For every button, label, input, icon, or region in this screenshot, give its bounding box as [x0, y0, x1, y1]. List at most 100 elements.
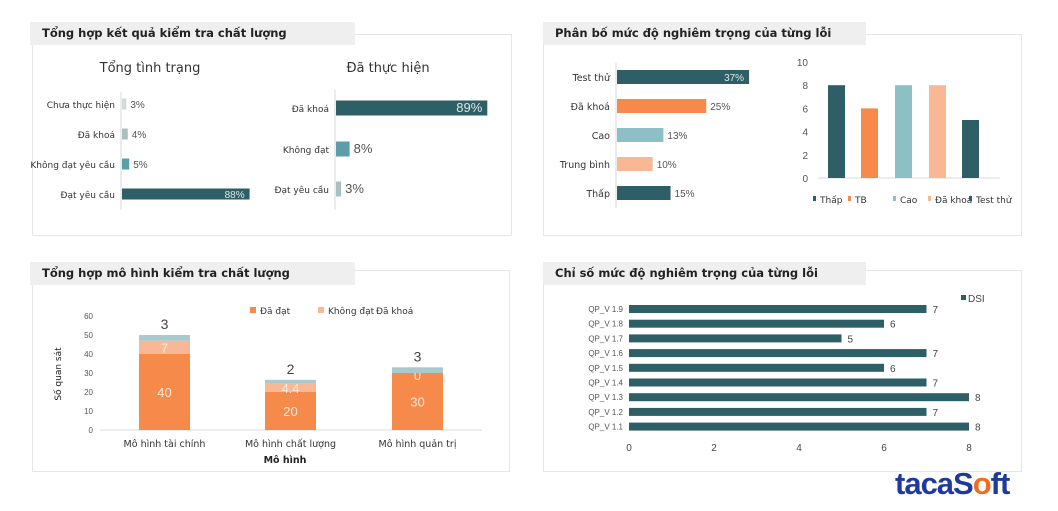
bar	[122, 98, 127, 110]
category-label: QP_V 1.6	[588, 349, 623, 358]
bar	[629, 334, 842, 343]
category-label: Không đạt	[283, 145, 330, 156]
legend-swatch	[928, 196, 931, 201]
y-tick-label: 20	[84, 388, 93, 397]
bar	[336, 141, 350, 157]
segment-label: 4.4	[281, 381, 299, 396]
bar	[617, 157, 653, 171]
category-label: QP_V 1.2	[588, 408, 623, 417]
category-label: Mô hình tài chính	[124, 439, 206, 450]
stacked-bar-segment	[265, 383, 316, 392]
data-label: 5%	[133, 160, 148, 171]
chart-title: Tổng tình trạng	[99, 61, 201, 76]
x-tick-label: 0	[626, 443, 632, 454]
legend-label: Thấp	[819, 195, 843, 206]
total-label: 2	[287, 361, 295, 377]
category-label: Mô hình quản trị	[379, 439, 457, 450]
panel-quality-results	[32, 34, 512, 236]
data-label: 3%	[130, 100, 145, 111]
legend-label: Không đạt	[328, 306, 375, 317]
y-tick-label: 40	[84, 350, 93, 359]
y-tick-label: 8	[802, 81, 808, 92]
bar	[122, 128, 128, 140]
stacked-bar-segment	[265, 392, 316, 430]
category-label: Đã khoá	[571, 102, 610, 113]
data-label: 7	[933, 379, 939, 390]
legend-swatch	[813, 196, 816, 201]
legend-label: TB	[854, 196, 867, 206]
category-label: Trung bình	[559, 160, 610, 171]
category-label: Chưa thực hiện	[47, 100, 115, 111]
total-label: 3	[161, 316, 169, 332]
tacasoft-logo: tacaSoft	[895, 466, 1010, 501]
stacked-bar-segment	[139, 354, 190, 430]
column-bar	[962, 120, 979, 178]
bar	[336, 100, 488, 116]
x-tick-label: 8	[966, 443, 972, 454]
y-axis-title: Số quan sát	[53, 347, 64, 401]
panel-title: Chỉ số mức độ nghiêm trọng của từng lỗi	[543, 262, 866, 285]
bar	[629, 349, 927, 358]
panel-title: Tổng hợp kết quả kiểm tra chất lượng	[30, 22, 355, 45]
bar	[617, 99, 707, 113]
legend-swatch	[969, 196, 972, 201]
data-label: 10%	[657, 160, 677, 171]
data-label: 15%	[675, 189, 695, 200]
panel-title: Phân bố mức độ nghiêm trọng của từng lỗi	[543, 22, 866, 45]
y-tick-label: 30	[84, 369, 93, 378]
data-label: 3%	[345, 181, 364, 196]
y-tick-label: 0	[89, 426, 94, 435]
category-label: Test thử	[572, 73, 611, 84]
stacked-bar-segment	[392, 373, 443, 430]
category-label: QP_V 1.7	[588, 334, 623, 343]
legend-swatch	[961, 295, 966, 300]
bar	[629, 363, 884, 372]
legend-swatch	[250, 307, 256, 313]
column-bar	[861, 108, 878, 178]
y-tick-label: 4	[802, 128, 808, 139]
data-label: 13%	[667, 131, 687, 142]
category-label: Đã khoá	[78, 131, 115, 141]
data-label: 7	[933, 305, 939, 316]
column-bar	[895, 85, 912, 178]
legend-swatch	[893, 196, 896, 201]
stacked-bar-segment	[139, 340, 190, 354]
category-label: Đã khoá	[292, 105, 329, 115]
legend-label: DSI	[968, 294, 985, 305]
stacked-bar-segment	[139, 335, 190, 341]
total-label: 3	[414, 348, 422, 364]
category-label: QP_V 1.5	[588, 364, 623, 373]
data-label: 4%	[132, 130, 147, 141]
segment-label: 20	[283, 404, 297, 419]
category-label: QP_V 1.3	[588, 393, 623, 402]
bar	[617, 70, 750, 84]
segment-label: 0	[414, 368, 421, 383]
legend-label: Đã đạt	[260, 307, 291, 317]
data-label: 89%	[456, 100, 482, 115]
legend-label: Test thử	[975, 195, 1013, 206]
data-label: 6	[890, 364, 896, 375]
category-label: QP_V 1.4	[588, 379, 623, 388]
stacked-bar-segment	[265, 379, 316, 384]
data-label: 8	[975, 423, 981, 434]
y-tick-label: 50	[84, 331, 93, 340]
x-tick-label: 4	[796, 443, 802, 454]
category-label: Đạt yêu cầu	[275, 185, 329, 196]
y-tick-label: 10	[84, 407, 93, 416]
bar	[122, 188, 250, 200]
bar	[629, 407, 927, 416]
panel-title: Tổng hợp mô hình kiểm tra chất lượng	[30, 262, 355, 285]
segment-label: 7	[161, 340, 168, 355]
stacked-bar-segment	[392, 367, 443, 373]
column-bar	[929, 85, 946, 178]
data-label: 37%	[724, 73, 744, 84]
bar	[629, 305, 927, 313]
data-label: 8%	[354, 141, 373, 156]
data-label: 5	[848, 334, 854, 345]
y-tick-label: 0	[802, 174, 808, 185]
data-label: 6	[890, 320, 896, 331]
y-tick-label: 10	[797, 58, 809, 69]
bar	[336, 181, 342, 197]
category-label: Thấp	[585, 189, 610, 200]
